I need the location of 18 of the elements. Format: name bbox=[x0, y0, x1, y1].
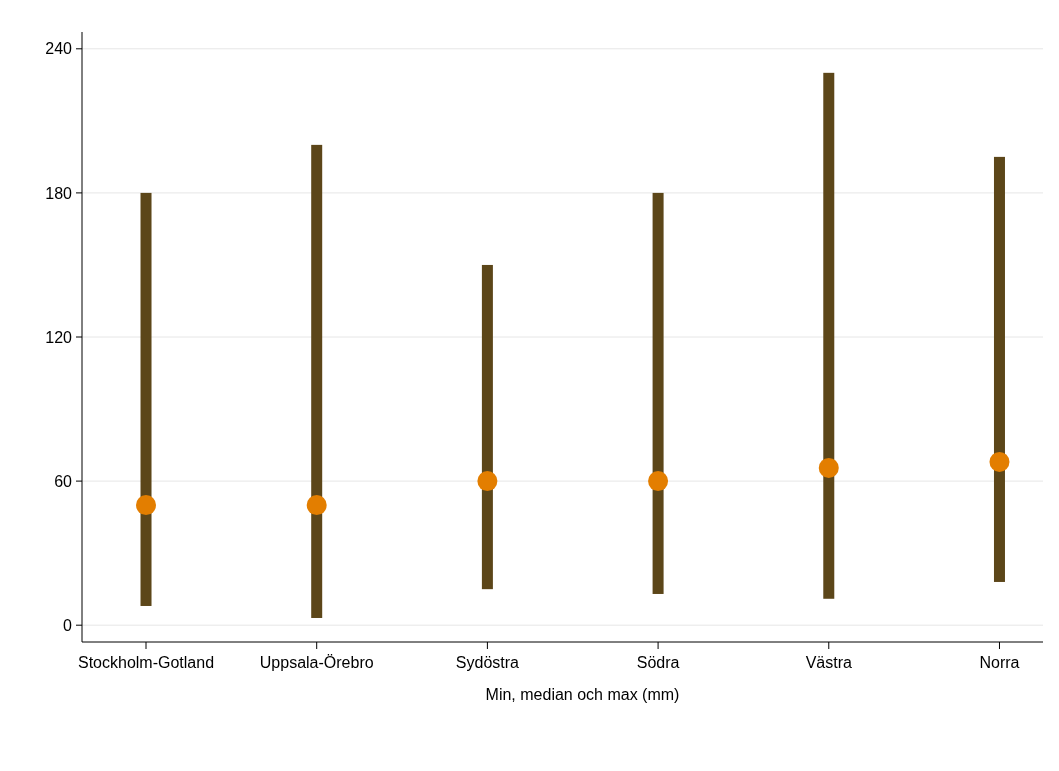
x-axis-title: Min, median och max (mm) bbox=[485, 686, 680, 703]
bar bbox=[311, 144, 323, 618]
y-tick-label: 60 bbox=[54, 472, 73, 490]
bar bbox=[823, 72, 835, 599]
y-tick-label: 120 bbox=[45, 328, 73, 346]
x-tick-label: Sydöstra bbox=[455, 654, 520, 671]
x-tick-label: Stockholm-Gotland bbox=[77, 654, 215, 671]
x-tick-label: Västra bbox=[805, 654, 852, 671]
y-tick-label: 240 bbox=[45, 40, 73, 58]
y-tick-label: 180 bbox=[45, 184, 73, 202]
bar bbox=[652, 192, 664, 594]
y-tick-label: 0 bbox=[63, 616, 73, 634]
x-tick-label: Södra bbox=[636, 654, 680, 671]
bar bbox=[993, 156, 1005, 582]
bar bbox=[481, 264, 493, 590]
x-tick-label: Norra bbox=[979, 654, 1020, 671]
x-tick-label: Uppsala-Örebro bbox=[259, 654, 374, 671]
bar bbox=[140, 192, 152, 606]
